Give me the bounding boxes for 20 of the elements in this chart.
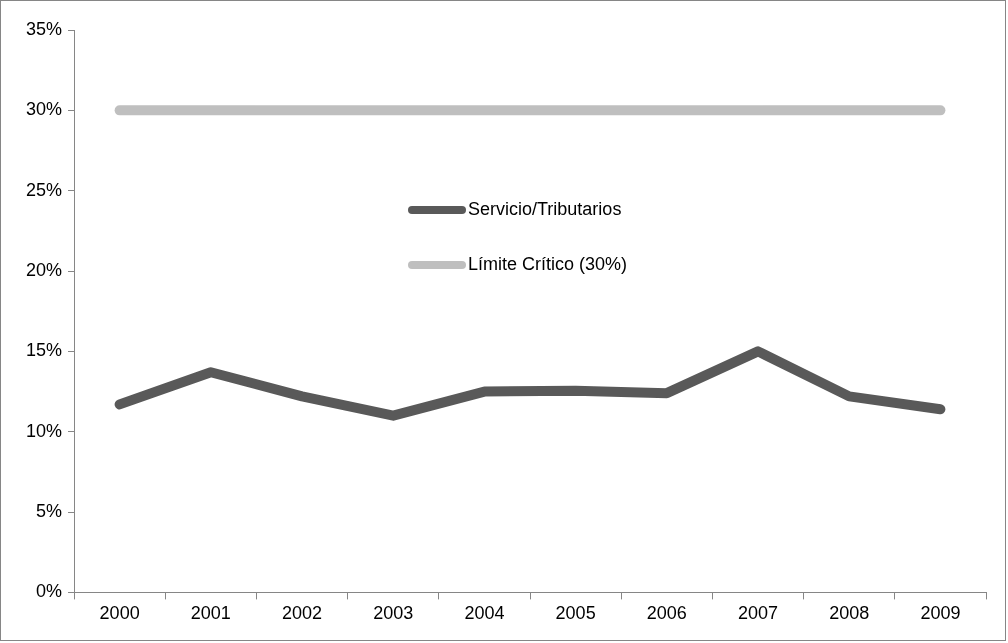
- x-tick-label: 2007: [737, 603, 779, 624]
- y-tick-label: 0%: [36, 581, 63, 602]
- y-tick-label: 30%: [26, 99, 63, 120]
- y-tick-label: 20%: [26, 260, 63, 280]
- legend-label: Límite Crítico (30%): [468, 254, 628, 275]
- x-tick-label: 2009: [920, 603, 961, 624]
- x-tick-label: 2002: [282, 603, 323, 624]
- x-tick-label: 2000: [99, 603, 140, 624]
- y-tick-label: 25%: [26, 179, 63, 200]
- y-tick-label: 35%: [26, 18, 63, 39]
- y-tick-label: 15%: [26, 340, 63, 361]
- y-tick-label: 5%: [36, 501, 63, 522]
- x-tick-label: 2004: [464, 603, 505, 624]
- legend-label: Servicio/Tributarios: [468, 199, 622, 220]
- x-tick-label: 2005: [555, 603, 596, 624]
- y-tick-label: 10%: [26, 420, 63, 441]
- x-tick-label: 2006: [646, 603, 687, 624]
- x-tick-label: 2003: [373, 603, 414, 624]
- x-tick-label: 2008: [829, 603, 870, 624]
- x-tick-label: 2001: [190, 603, 231, 624]
